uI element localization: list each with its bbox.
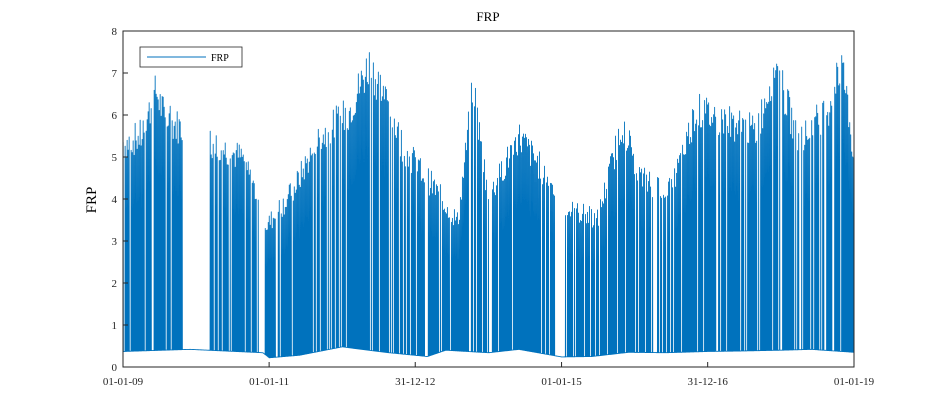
plot-area — [123, 31, 854, 367]
y-axis-label: FRP — [84, 187, 100, 214]
y-tick-label: 3 — [112, 236, 118, 248]
y-tick-label: 7 — [112, 68, 118, 80]
y-tick-label: 4 — [112, 194, 118, 206]
y-tick-label: 2 — [112, 278, 118, 290]
legend-entry-frp: FRP — [211, 53, 229, 64]
frp-series-line — [123, 52, 854, 359]
legend: FRP — [139, 46, 243, 68]
y-tick-label: 1 — [112, 320, 118, 332]
x-tick-label: 01-01-09 — [103, 376, 144, 388]
y-axis: 0 1 2 3 4 5 6 7 8 — [112, 26, 128, 374]
x-tick-label: 01-01-11 — [249, 376, 289, 388]
y-tick-label: 6 — [112, 110, 118, 122]
x-tick-label: 01-01-15 — [541, 376, 582, 388]
y-tick-label: 0 — [112, 362, 118, 374]
y-tick-label: 5 — [112, 152, 118, 164]
y-tick-label: 8 — [112, 26, 118, 38]
x-tick-label: 01-01-19 — [834, 376, 875, 388]
x-tick-label: 31-12-16 — [688, 376, 729, 388]
x-axis: 01-01-09 01-01-11 31-12-12 01-01-15 31-12-16… — [103, 362, 875, 388]
x-tick-label: 31-12-12 — [395, 376, 435, 388]
chart-title: FRP — [476, 9, 499, 24]
